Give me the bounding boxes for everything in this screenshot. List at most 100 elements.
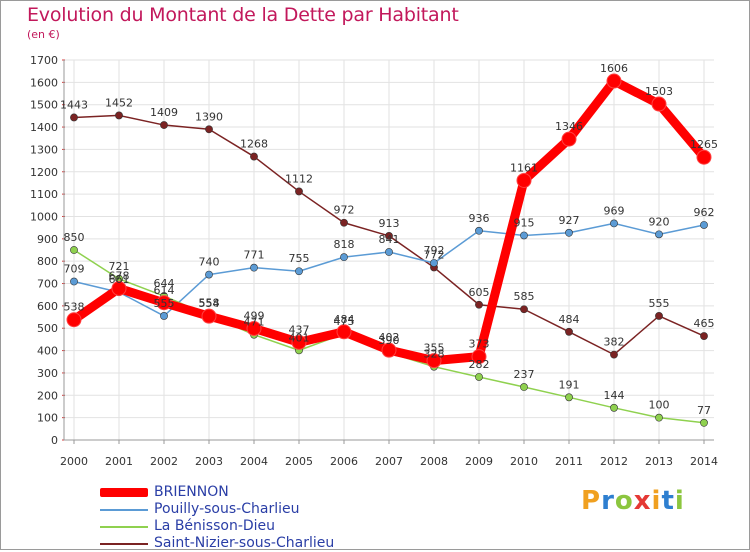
y-tick-label: 600 (37, 300, 58, 313)
data-point (205, 125, 213, 134)
data-label: 77 (697, 404, 711, 417)
data-label: 1268 (240, 138, 268, 151)
y-tick-label: 700 (37, 278, 58, 291)
brand-letter: o (614, 486, 634, 516)
y-tick-label: 400 (37, 345, 58, 358)
data-label: 555 (649, 297, 670, 310)
data-label: 605 (469, 286, 490, 299)
data-point (201, 308, 217, 324)
data-label: 755 (289, 252, 310, 265)
data-label: 1346 (555, 120, 583, 133)
data-label: 484 (559, 313, 580, 326)
data-point (160, 121, 168, 129)
x-tick-label: 2007 (375, 455, 403, 468)
data-label: 772 (424, 248, 445, 261)
data-label: 721 (109, 260, 130, 273)
data-point (385, 232, 393, 240)
data-point (565, 327, 573, 336)
y-tick-label: 200 (37, 389, 58, 402)
data-point (655, 413, 663, 422)
data-label: 585 (514, 290, 535, 303)
data-point (610, 350, 618, 359)
data-label: 792 (424, 244, 445, 257)
y-tick-label: 100 (37, 412, 58, 425)
data-point (516, 172, 532, 188)
data-label: 1112 (285, 172, 313, 185)
brand-letter: i (651, 486, 662, 516)
legend-swatch (100, 509, 148, 511)
data-label: 972 (334, 204, 355, 217)
data-label: 969 (604, 204, 625, 217)
data-point (250, 152, 258, 161)
data-point (295, 267, 303, 276)
data-label: 1390 (195, 110, 223, 123)
data-point (426, 353, 442, 369)
x-tick-label: 2009 (465, 455, 493, 468)
data-point (475, 226, 483, 235)
brand-letter: t (661, 486, 675, 516)
y-tick-label: 500 (37, 322, 58, 335)
data-label: 555 (154, 297, 175, 310)
data-label: 740 (199, 256, 220, 269)
data-point (336, 324, 352, 340)
chart-title: Evolution du Montant de la Dette par Hab… (27, 4, 459, 26)
data-label: 920 (649, 215, 670, 228)
chart-subtitle: (en €) (27, 28, 60, 41)
legend-swatch (100, 526, 148, 528)
data-label: 1161 (510, 161, 538, 174)
data-label: 402 (379, 331, 400, 344)
data-label: 471 (244, 316, 265, 329)
data-label: 644 (154, 277, 175, 290)
data-label: 818 (334, 238, 355, 251)
data-label: 437 (289, 323, 310, 336)
data-point (111, 280, 127, 296)
data-label: 282 (469, 358, 490, 371)
y-tick-label: 1100 (30, 188, 58, 201)
data-point (430, 259, 438, 267)
x-tick-label: 2006 (330, 455, 358, 468)
y-tick-label: 300 (37, 367, 58, 380)
data-point (565, 393, 573, 402)
data-point (610, 403, 618, 412)
data-point (70, 277, 78, 286)
data-label: 771 (244, 249, 265, 262)
legend-label: La Bénisson-Dieu (154, 518, 276, 534)
data-point (160, 312, 168, 320)
data-label: 1443 (60, 98, 88, 111)
x-tick-label: 2000 (60, 455, 88, 468)
data-label: 962 (694, 206, 715, 219)
brand-letter: i (674, 486, 685, 516)
data-label: 1409 (150, 106, 178, 119)
legend-label: Pouilly-sous-Charlieu (154, 501, 300, 517)
data-point (475, 373, 483, 381)
data-point (115, 111, 123, 120)
data-label: 484 (334, 313, 355, 326)
y-tick-label: 1500 (30, 99, 58, 112)
x-tick-label: 2010 (510, 455, 538, 468)
data-label: 100 (649, 399, 670, 412)
y-tick-label: 900 (37, 233, 58, 246)
brand-letter: x (633, 486, 652, 516)
x-tick-label: 2014 (690, 455, 718, 468)
x-tick-label: 2005 (285, 455, 313, 468)
legend-label: Saint-Nizier-sous-Charlieu (154, 535, 335, 551)
data-point (340, 253, 348, 262)
data-label: 237 (514, 368, 535, 381)
data-label: 465 (694, 317, 715, 330)
brand-logo: Proxiti (581, 486, 685, 516)
data-point (66, 312, 82, 328)
y-tick-label: 1300 (30, 143, 58, 156)
data-label: 373 (469, 338, 490, 351)
data-point (246, 320, 262, 336)
data-point (565, 228, 573, 237)
data-point (606, 73, 622, 89)
y-tick-label: 1400 (30, 121, 58, 134)
data-label: 841 (379, 233, 400, 246)
data-point (205, 270, 213, 279)
data-label: 499 (244, 309, 265, 322)
data-label: 401 (289, 331, 310, 344)
x-tick-label: 2008 (420, 455, 448, 468)
data-point (471, 349, 487, 365)
data-point (655, 230, 663, 239)
data-point (70, 113, 78, 122)
